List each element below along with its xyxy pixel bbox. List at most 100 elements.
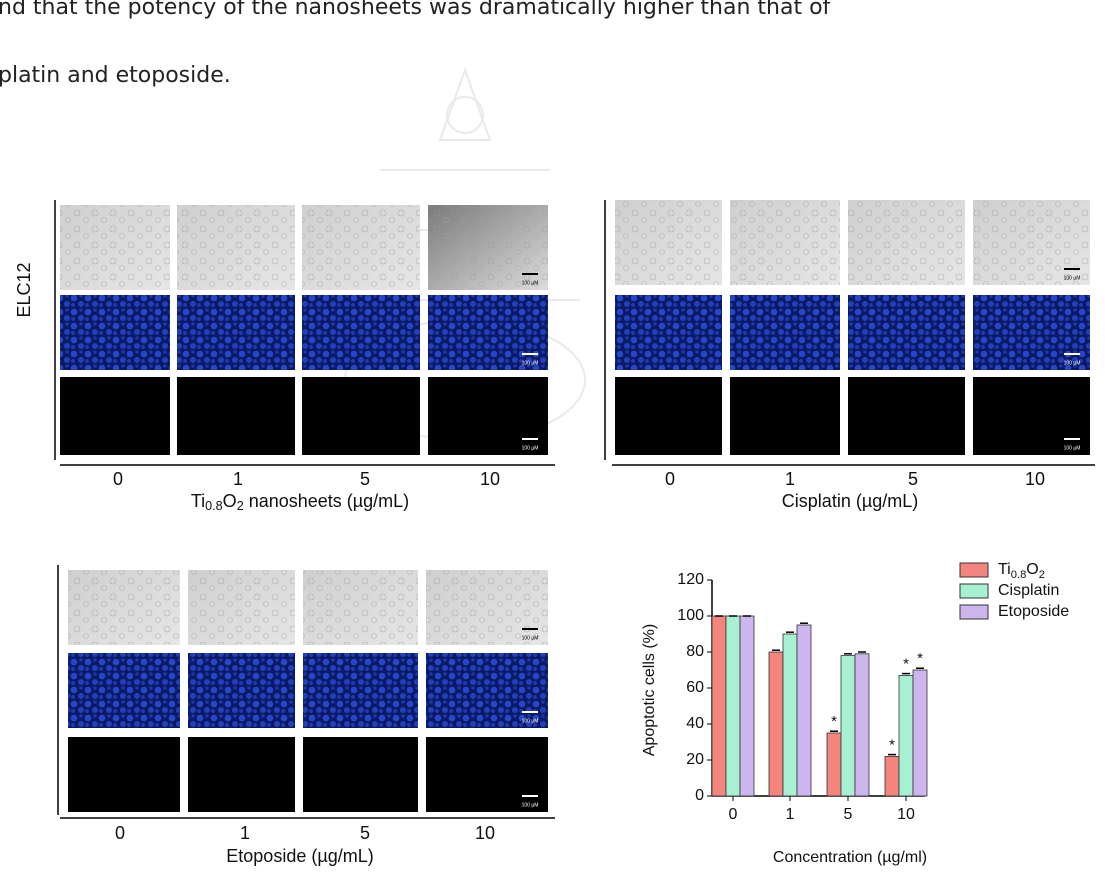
legend-label: Cisplatin xyxy=(998,582,1059,599)
x-tick-label: 1 xyxy=(786,806,795,823)
row-label: ELC12 xyxy=(14,262,34,317)
y-tick-label: 0 xyxy=(695,787,704,804)
micrograph xyxy=(615,377,722,455)
significance-star: * xyxy=(903,656,909,673)
micrograph xyxy=(428,295,548,370)
body-text: nd that the potency of the nanosheets wa… xyxy=(0,0,832,20)
column-label: 5 xyxy=(360,823,370,843)
column-label: 10 xyxy=(475,823,495,843)
scale-bar-label: 100 µM xyxy=(522,360,539,366)
micrograph-texture xyxy=(60,205,170,290)
y-tick-label: 60 xyxy=(686,679,704,696)
micrograph xyxy=(615,295,722,370)
micrograph xyxy=(60,295,170,370)
y-tick-label: 40 xyxy=(686,715,704,732)
y-axis-title: Apoptotic cells (%) xyxy=(641,624,658,757)
micrograph xyxy=(730,377,840,455)
column-label: 1 xyxy=(240,823,250,843)
bar xyxy=(726,616,740,796)
bar xyxy=(797,625,811,796)
bar xyxy=(913,670,927,796)
micrograph xyxy=(68,653,180,728)
legend-swatch xyxy=(960,605,988,619)
micrograph xyxy=(848,295,965,370)
significance-star: * xyxy=(917,650,923,667)
micrograph xyxy=(177,295,295,370)
significance-star: * xyxy=(889,737,895,754)
column-label: 1 xyxy=(233,469,243,489)
micrograph-texture xyxy=(68,570,180,645)
axis-title: Ti0.8O2 nanosheets (µg/mL) xyxy=(191,491,409,514)
micrograph xyxy=(60,377,170,455)
bar xyxy=(841,656,855,796)
micrograph-texture xyxy=(302,205,420,290)
scale-bar-label: 100 µM xyxy=(522,802,539,808)
micrograph xyxy=(973,377,1090,455)
bar xyxy=(855,654,869,796)
column-label: 0 xyxy=(113,469,123,489)
y-tick-label: 80 xyxy=(686,643,704,660)
micrograph-texture xyxy=(303,570,418,645)
bar xyxy=(827,733,841,796)
page-canvas: nd that the potency of the nanosheets wa… xyxy=(0,0,1105,876)
page: nd that the potency of the nanosheets wa… xyxy=(0,0,1105,876)
micrograph-texture xyxy=(730,200,840,285)
column-label: 5 xyxy=(360,469,370,489)
micrograph xyxy=(428,377,548,455)
x-tick-label: 0 xyxy=(729,806,738,823)
legend-label: Ti0.8O2 xyxy=(998,561,1045,581)
micrograph xyxy=(848,377,965,455)
scale-bar-label: 100 µM xyxy=(1064,360,1081,366)
y-tick-label: 120 xyxy=(677,571,704,588)
y-tick-label: 20 xyxy=(686,751,704,768)
micrograph xyxy=(302,377,420,455)
legend-swatch xyxy=(960,563,988,577)
micrograph-texture xyxy=(973,200,1090,285)
column-label: 1 xyxy=(785,469,795,489)
micrograph xyxy=(426,737,548,812)
x-axis-title: Concentration (µg/ml) xyxy=(773,849,927,866)
column-label: 0 xyxy=(115,823,125,843)
x-tick-label: 5 xyxy=(844,806,853,823)
legend-label: Etoposide xyxy=(998,603,1069,620)
micrograph-texture xyxy=(615,200,722,285)
scale-bar-label: 100 µM xyxy=(522,280,539,286)
column-label: 5 xyxy=(908,469,918,489)
micrograph xyxy=(177,377,295,455)
body-text: platin and etoposide. xyxy=(0,63,231,88)
micrograph xyxy=(730,295,840,370)
significance-star: * xyxy=(831,713,837,730)
micrograph xyxy=(973,295,1090,370)
micrograph-texture xyxy=(177,205,295,290)
micrograph xyxy=(188,653,295,728)
micrograph xyxy=(303,653,418,728)
micrograph xyxy=(68,737,180,812)
y-tick-label: 100 xyxy=(677,607,704,624)
scale-bar-label: 100 µM xyxy=(522,718,539,724)
bar xyxy=(783,634,797,796)
micrograph-texture xyxy=(848,200,965,285)
column-label: 10 xyxy=(480,469,500,489)
scale-bar-label: 100 µM xyxy=(1064,445,1081,451)
column-label: 0 xyxy=(665,469,675,489)
micrograph xyxy=(426,653,548,728)
micrograph-texture xyxy=(428,205,548,290)
axis-title: Cisplatin (µg/mL) xyxy=(782,491,918,511)
scale-bar-label: 100 µM xyxy=(522,445,539,451)
bar xyxy=(885,756,899,796)
bar xyxy=(899,675,913,796)
micrograph xyxy=(303,737,418,812)
axis-title: Etoposide (µg/mL) xyxy=(226,846,373,866)
scale-bar-label: 100 µM xyxy=(522,635,539,641)
micrograph-texture xyxy=(426,570,548,645)
micrograph xyxy=(302,295,420,370)
bar xyxy=(712,616,726,796)
micrograph-texture xyxy=(188,570,295,645)
x-tick-label: 10 xyxy=(897,806,915,823)
bar xyxy=(740,616,754,796)
legend-swatch xyxy=(960,584,988,598)
scale-bar-label: 100 µM xyxy=(1064,275,1081,281)
column-label: 10 xyxy=(1025,469,1045,489)
micrograph xyxy=(188,737,295,812)
bar xyxy=(769,652,783,796)
